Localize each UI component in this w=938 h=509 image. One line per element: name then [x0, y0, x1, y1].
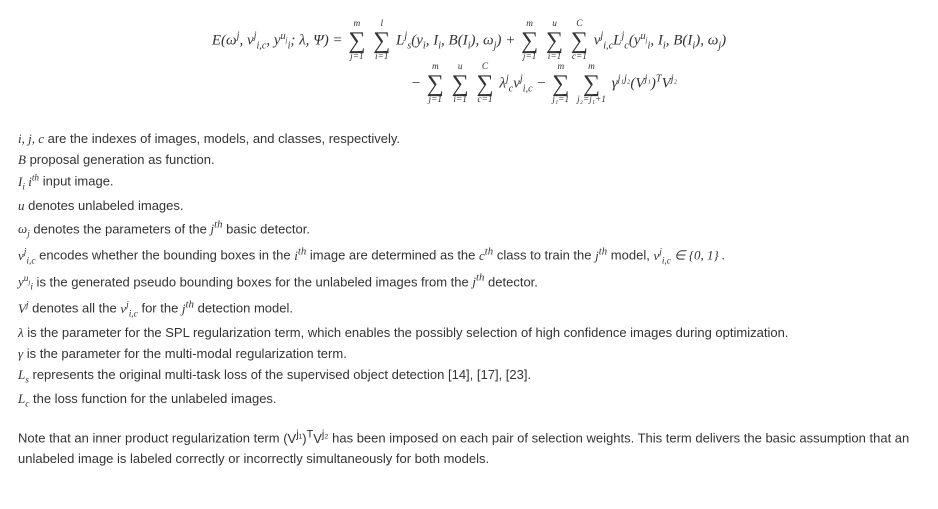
sigma-icon: m∑j=1 — [348, 20, 365, 63]
def-line: B proposal generation as function. — [18, 150, 920, 170]
def-text: detector. — [484, 274, 537, 289]
def-symbol: Lc — [18, 391, 29, 406]
def-line: i, j, c are the indexes of images, model… — [18, 129, 920, 149]
equation-line-1: E(ωj, vji,c, yuji; λ, Ψ) = m∑j=1 l∑i=1 L… — [18, 20, 920, 63]
def-text: represents the original multi-task loss … — [29, 367, 531, 382]
eq-term: V — [662, 75, 671, 91]
def-text: are the indexes of images, models, and c… — [44, 131, 400, 146]
def-text: proposal generation as function. — [26, 152, 215, 167]
def-symbol: B — [18, 152, 26, 167]
def-symbol: Ii ith — [18, 174, 39, 189]
def-symbol: i, j, c — [18, 131, 44, 146]
def-symbol: vji,c — [18, 248, 35, 263]
eq-minus: − — [411, 75, 425, 91]
sigma-icon: u∑i=1 — [452, 63, 469, 106]
eq-term: v — [513, 75, 520, 91]
eq-term: ), ω — [471, 33, 494, 49]
eq-minus: − — [536, 75, 550, 91]
def-symbol: Ls — [18, 367, 29, 382]
ordinal: jth — [472, 274, 484, 289]
def-line: u denotes unlabeled images. — [18, 196, 920, 216]
def-line: Lc the loss function for the unlabeled i… — [18, 389, 920, 412]
def-symbol: yuji — [18, 274, 33, 289]
sigma-icon: m∑j=1 — [521, 20, 538, 63]
ordinal: jth — [210, 221, 222, 236]
sigma-icon: C∑c=1 — [571, 20, 588, 63]
def-text: for the — [138, 301, 182, 316]
def-line: Vj denotes all the vji,c for the jth det… — [18, 296, 920, 321]
eq-term: ) — [721, 33, 726, 49]
eq-lhs-post: ; λ, Ψ) = — [290, 33, 346, 49]
equation-line-2: − m∑j=1 u∑i=1 C∑c=1 λjcvji,c − m∑j₁=1 m∑… — [18, 63, 920, 106]
def-text: encodes whether the bounding boxes in th… — [35, 248, 294, 263]
def-symbol: ωj — [18, 221, 30, 236]
def-symbol: vji,c — [653, 248, 670, 263]
def-symbol: vji,c — [120, 301, 137, 316]
eq-term: , I — [650, 33, 663, 49]
eq-lhs-pre: E(ω — [212, 33, 237, 49]
ordinal: ith — [294, 248, 306, 263]
def-text: is the parameter for the multi-modal reg… — [23, 346, 347, 361]
sigma-icon: u∑i=1 — [546, 20, 563, 63]
eq-term: ), ω — [695, 33, 718, 49]
def-text: model, — [607, 248, 653, 263]
ordinal: jth — [182, 301, 194, 316]
def-text: input image. — [39, 174, 113, 189]
def-text: the loss function for the unlabeled imag… — [29, 391, 276, 406]
def-text: denotes the parameters of the — [30, 221, 211, 236]
def-line: γ is the parameter for the multi-modal r… — [18, 344, 920, 364]
def-text: is the parameter for the SPL regularizat… — [24, 325, 789, 340]
eq-term: (V — [630, 75, 644, 91]
note-expr: (Vj₁)TVj₂ — [283, 431, 328, 446]
definitions-list: i, j, c are the indexes of images, model… — [18, 129, 920, 412]
note-paragraph: Note that an inner product regularizatio… — [18, 426, 920, 469]
eq-term: , I — [426, 33, 439, 49]
def-text: image are determined as the — [306, 248, 479, 263]
sigma-icon: m∑j=1 — [427, 63, 444, 106]
def-text: detection model. — [194, 301, 293, 316]
eq-term: (y — [629, 33, 641, 49]
def-text: denotes unlabeled images. — [25, 198, 184, 213]
def-line: Ls represents the original multi-task lo… — [18, 365, 920, 388]
def-line: λ is the parameter for the SPL regulariz… — [18, 323, 920, 343]
def-text: ∈ {0, 1} . — [671, 248, 725, 263]
eq-term: , B(I — [666, 33, 693, 49]
def-line: vji,c encodes whether the bounding boxes… — [18, 243, 920, 268]
ordinal: cth — [479, 248, 493, 263]
def-text: is the generated pseudo bounding boxes f… — [33, 274, 472, 289]
eq-term: , B(I — [441, 33, 468, 49]
def-text: denotes all the — [29, 301, 121, 316]
def-text: class to train the — [493, 248, 595, 263]
def-line: ωj denotes the parameters of the jth bas… — [18, 217, 920, 242]
eq-term: (y — [411, 33, 423, 49]
sigma-icon: m∑j₁=1 — [552, 63, 569, 106]
equation-block: E(ωj, vji,c, yuji; λ, Ψ) = m∑j=1 l∑i=1 L… — [18, 20, 920, 105]
eq-term: ) + — [496, 33, 519, 49]
def-text: basic detector. — [223, 221, 310, 236]
sigma-icon: m∑j₂=j₁+1 — [577, 63, 606, 106]
def-symbol: Vj — [18, 301, 29, 316]
ordinal: jth — [595, 248, 607, 263]
sigma-icon: C∑c=1 — [476, 63, 493, 106]
def-line: yuji is the generated pseudo bounding bo… — [18, 270, 920, 295]
def-line: Ii ith input image. — [18, 171, 920, 194]
sigma-icon: l∑i=1 — [373, 20, 390, 63]
note-text: Note that an inner product regularizatio… — [18, 431, 283, 446]
